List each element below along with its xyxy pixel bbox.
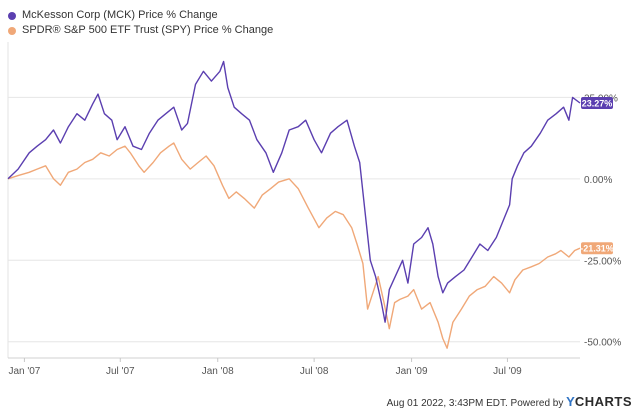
legend-item-mck[interactable]: McKesson Corp (MCK) Price % Change	[8, 8, 273, 23]
y-tick-label: -50.00%	[584, 338, 621, 349]
x-tick-label: Jul '08	[300, 366, 329, 377]
series-line-mck	[7, 60, 581, 323]
legend-label-spy: SPDR® S&P 500 ETF Trust (SPY) Price % Ch…	[22, 24, 274, 36]
y-tick-label: -25.00%	[584, 256, 621, 267]
legend-marker-mck	[8, 11, 16, 20]
series-line-spy	[7, 142, 581, 349]
footer-credit: Aug 01 2022, 3:43PM EDT. Powered by	[386, 398, 567, 409]
x-tick-label: Jan '07	[8, 366, 40, 377]
legend-label-mck: McKesson Corp (MCK) Price % Change	[22, 9, 218, 21]
ycharts-logo-text[interactable]: CHARTS	[574, 394, 632, 409]
end-label-mck: 23.27%	[582, 99, 613, 109]
y-tick-label: 0.00%	[584, 175, 612, 186]
x-tick-label: Jul '09	[493, 366, 522, 377]
legend-marker-spy	[8, 26, 16, 35]
ycharts-logo-y[interactable]: Y	[566, 394, 575, 409]
chart-footer: Aug 01 2022, 3:43PM EDT. Powered by YCHA…	[387, 394, 632, 409]
end-badge-spy	[581, 242, 613, 255]
legend-item-spy[interactable]: SPDR® S&P 500 ETF Trust (SPY) Price % Ch…	[8, 23, 273, 38]
end-label-spy: -21.31%	[580, 244, 614, 254]
x-tick-label: Jan '08	[202, 366, 234, 377]
x-tick-label: Jul '07	[106, 366, 135, 377]
chart-legend: McKesson Corp (MCK) Price % Change SPDR®…	[8, 8, 273, 38]
x-tick-label: Jan '09	[396, 366, 428, 377]
end-badge-mck	[581, 97, 613, 110]
